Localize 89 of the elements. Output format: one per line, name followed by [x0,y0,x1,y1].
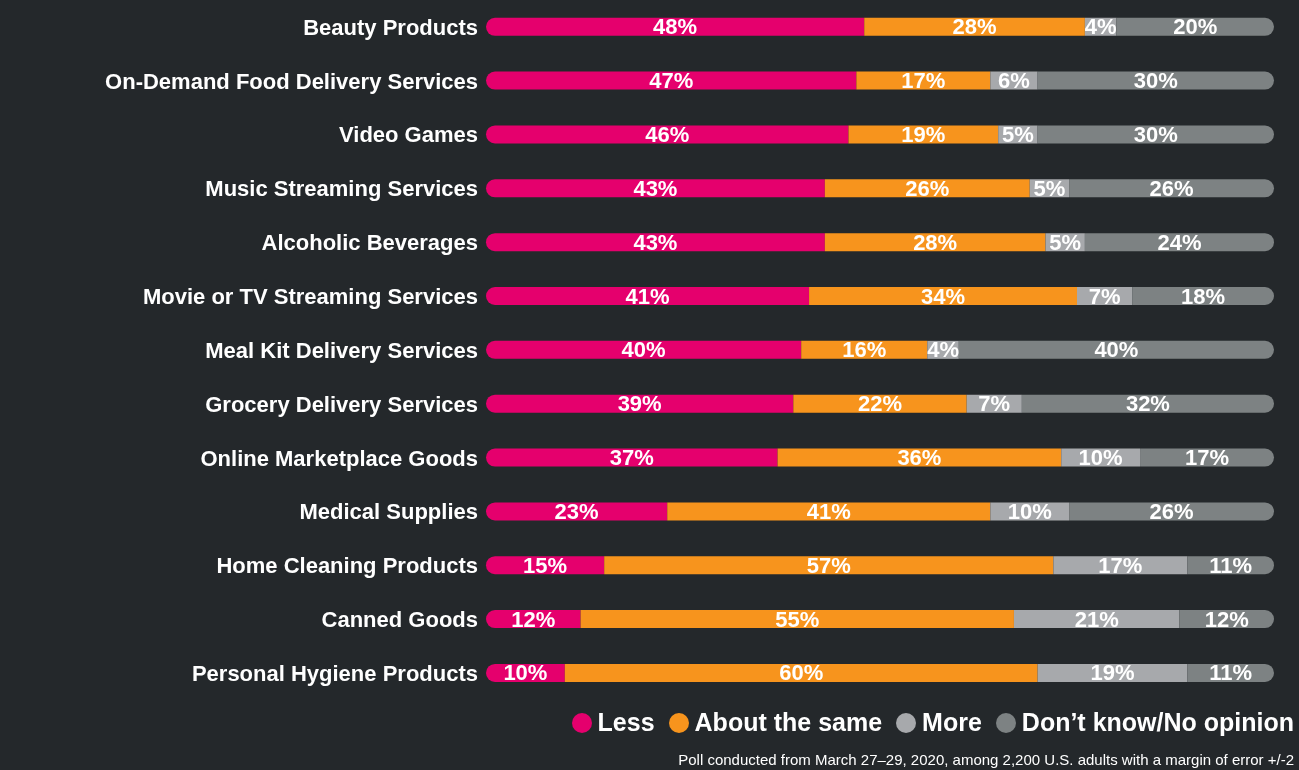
data-label: 7% [978,391,1011,417]
data-label: 11% [1209,660,1253,686]
data-label: 37% [609,445,654,471]
data-label: 32% [1125,391,1170,417]
data-label: 40% [621,337,666,363]
bar [486,394,794,413]
data-label: 5% [1002,121,1034,147]
legend-label: More [922,708,982,737]
data-label: 26% [1149,175,1194,201]
y-tick-label: Home Cleaning Products [216,553,478,579]
data-label: 28% [913,229,958,255]
data-label: 30% [1133,68,1178,94]
bar [486,233,825,252]
bar [1037,125,1274,144]
data-label: 21% [1074,606,1119,632]
y-tick-label: Canned Goods [321,607,478,633]
y-tick-label: On-Demand Food Delivery Services [105,68,478,94]
data-label: 7% [1088,283,1121,309]
data-label: 26% [1149,498,1194,524]
bar [564,663,1038,682]
data-label: 18% [1181,283,1226,309]
bar [809,287,1077,305]
data-label: 12% [511,606,556,632]
data-label: 10% [1078,445,1123,471]
data-label: 43% [633,175,678,201]
data-label: 46% [645,121,690,147]
bar [580,610,1014,629]
legend-label: Less [597,708,655,737]
y-tick-label: Beauty Products [303,14,478,40]
bar [604,556,1054,575]
data-label: 23% [554,498,599,524]
data-label: 43% [633,229,678,255]
data-label: 40% [1094,337,1139,363]
data-label: 41% [625,283,670,309]
bar [486,340,802,359]
bar [958,340,1274,359]
data-label: 60% [779,660,824,686]
data-label: 26% [905,175,950,201]
bar [486,71,857,90]
bar [486,17,865,36]
data-label: 15% [523,552,568,578]
bar [486,448,778,467]
data-label: 41% [806,498,851,524]
legend-label: Don’t know/No opinion [1021,708,1294,737]
data-label: 22% [857,391,903,417]
data-label: 11% [1209,552,1253,578]
data-label: 5% [1033,175,1066,201]
y-tick-label: Online Marketplace Goods [200,445,478,471]
data-label: 10% [1007,498,1052,524]
data-label: 16% [842,337,887,363]
legend-label: About the same [694,708,883,737]
y-tick-label: Grocery Delivery Services [205,391,478,417]
bar [486,125,849,144]
data-label: 17% [1098,552,1143,578]
data-label: 30% [1133,121,1178,147]
data-label: 34% [921,283,966,309]
bar [667,502,991,521]
y-tick-label: Personal Hygiene Products [191,660,478,686]
y-tick-label: Video Games [339,122,478,148]
y-tick-label: Meal Kit Delivery Services [205,337,478,363]
data-label: 39% [617,391,662,417]
data-label: 19% [1090,660,1135,686]
data-label: 20% [1173,14,1218,40]
data-label: 19% [901,121,946,147]
bar [1021,394,1274,413]
y-tick-label: Movie or TV Streaming Services [142,283,478,309]
data-label: 36% [897,445,942,471]
data-label: 17% [901,68,946,94]
data-label: 12% [1204,606,1249,632]
bar [1037,71,1274,90]
data-label: 4% [927,337,959,363]
data-label: 4% [1084,14,1117,40]
data-label: 10% [503,660,548,686]
data-label: 48% [653,14,698,40]
data-label: 47% [649,68,694,94]
data-label: 28% [952,14,997,40]
y-tick-label: Music Streaming Services [205,176,478,202]
bar [486,287,810,305]
y-tick-label: Alcoholic Beverages [261,230,478,256]
bar [777,448,1062,467]
data-label: 24% [1157,229,1202,255]
bar [486,179,825,198]
y-tick-label: Medical Supplies [299,499,478,525]
data-label: 5% [1049,229,1082,255]
data-label: 6% [998,68,1030,94]
data-label: 17% [1185,445,1230,471]
data-label: 55% [775,606,820,632]
data-label: 57% [806,552,851,578]
text: Poll conducted from March 27–29, 2020, among 2,200 U.S. adults with a margin of error +/-2 [678,751,1294,768]
